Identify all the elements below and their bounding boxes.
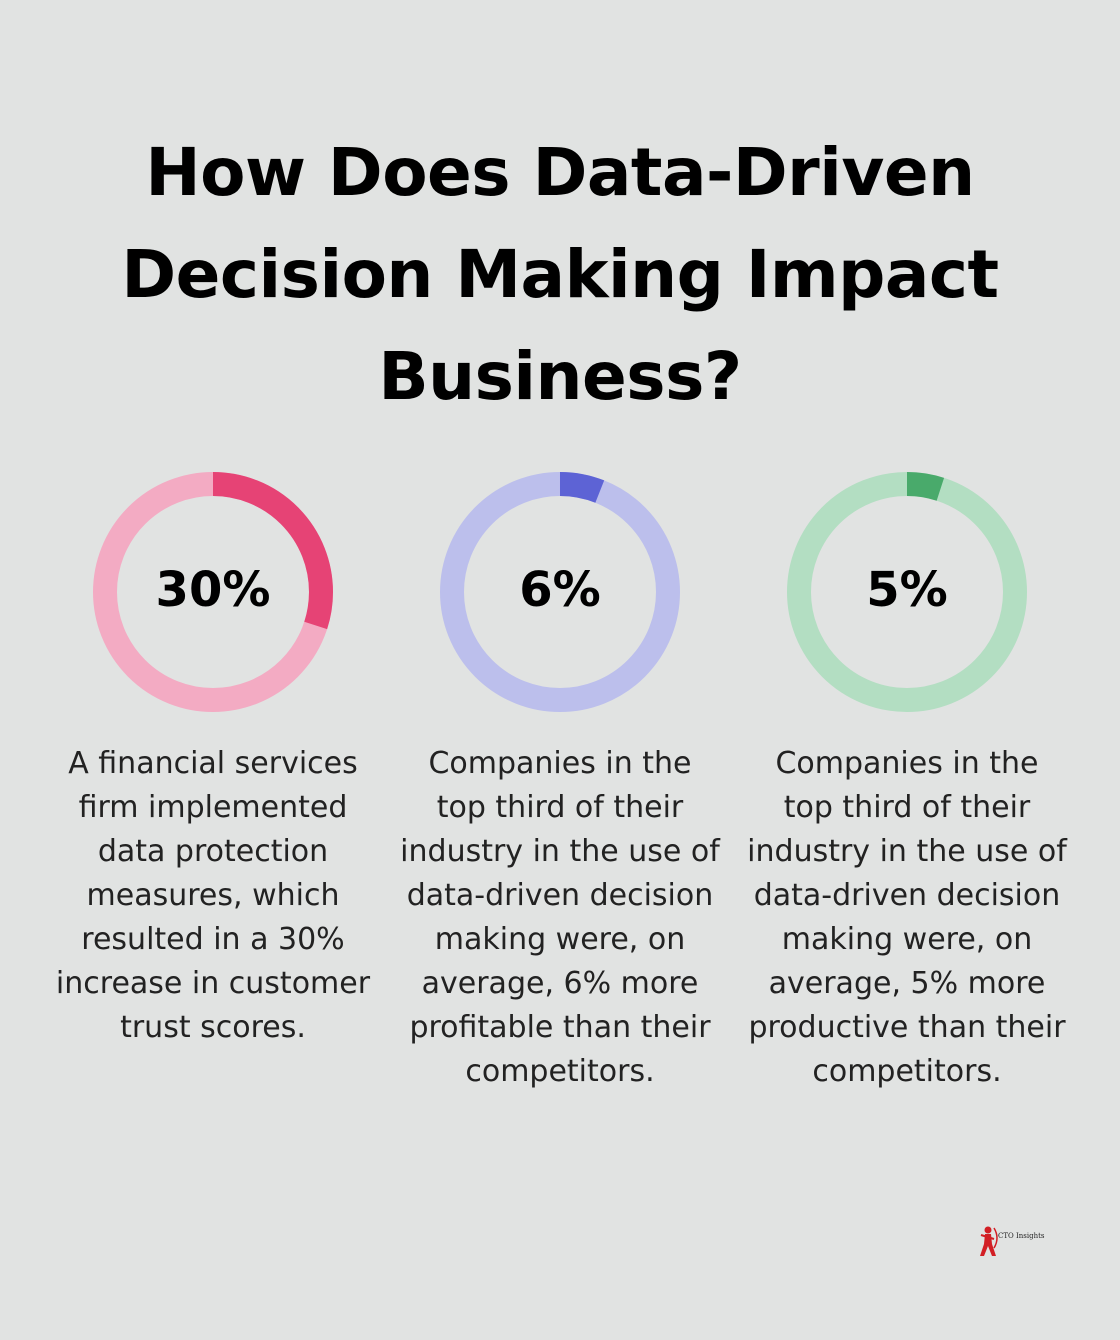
donut-progress (440, 472, 680, 712)
donut-svg (787, 472, 1027, 712)
stat-description: Companies in the top third of their indu… (747, 746, 1067, 1089)
donut-chart: 5% (737, 470, 1077, 714)
donut-chart: 30% (43, 470, 383, 714)
stat-card-trust: 30% A financial services firm implemente… (43, 470, 383, 1050)
page-title: How Does Data-Driven Decision Making Imp… (121, 134, 999, 415)
stat-card-profit: 6% Companies in the top third of their i… (390, 470, 730, 1094)
donut-svg (93, 472, 333, 712)
donut-value-label: 30% (155, 562, 271, 618)
donut-svg (440, 472, 680, 712)
brand-logo-text: CTO Insights (998, 1232, 1045, 1240)
donut-progress (787, 472, 1027, 712)
stat-description: Companies in the top third of their indu… (400, 746, 720, 1089)
donut-value-label: 6% (519, 562, 601, 618)
donut-value-label: 5% (866, 562, 948, 618)
donut-progress (93, 472, 333, 712)
brand-logo: CTO Insights (978, 1226, 1068, 1258)
archer-icon (980, 1226, 998, 1256)
stat-card-productivity: 5% Companies in the top third of their i… (737, 470, 1077, 1094)
donut-chart: 6% (390, 470, 730, 714)
stat-description: A financial services firm implemented da… (55, 746, 371, 1045)
